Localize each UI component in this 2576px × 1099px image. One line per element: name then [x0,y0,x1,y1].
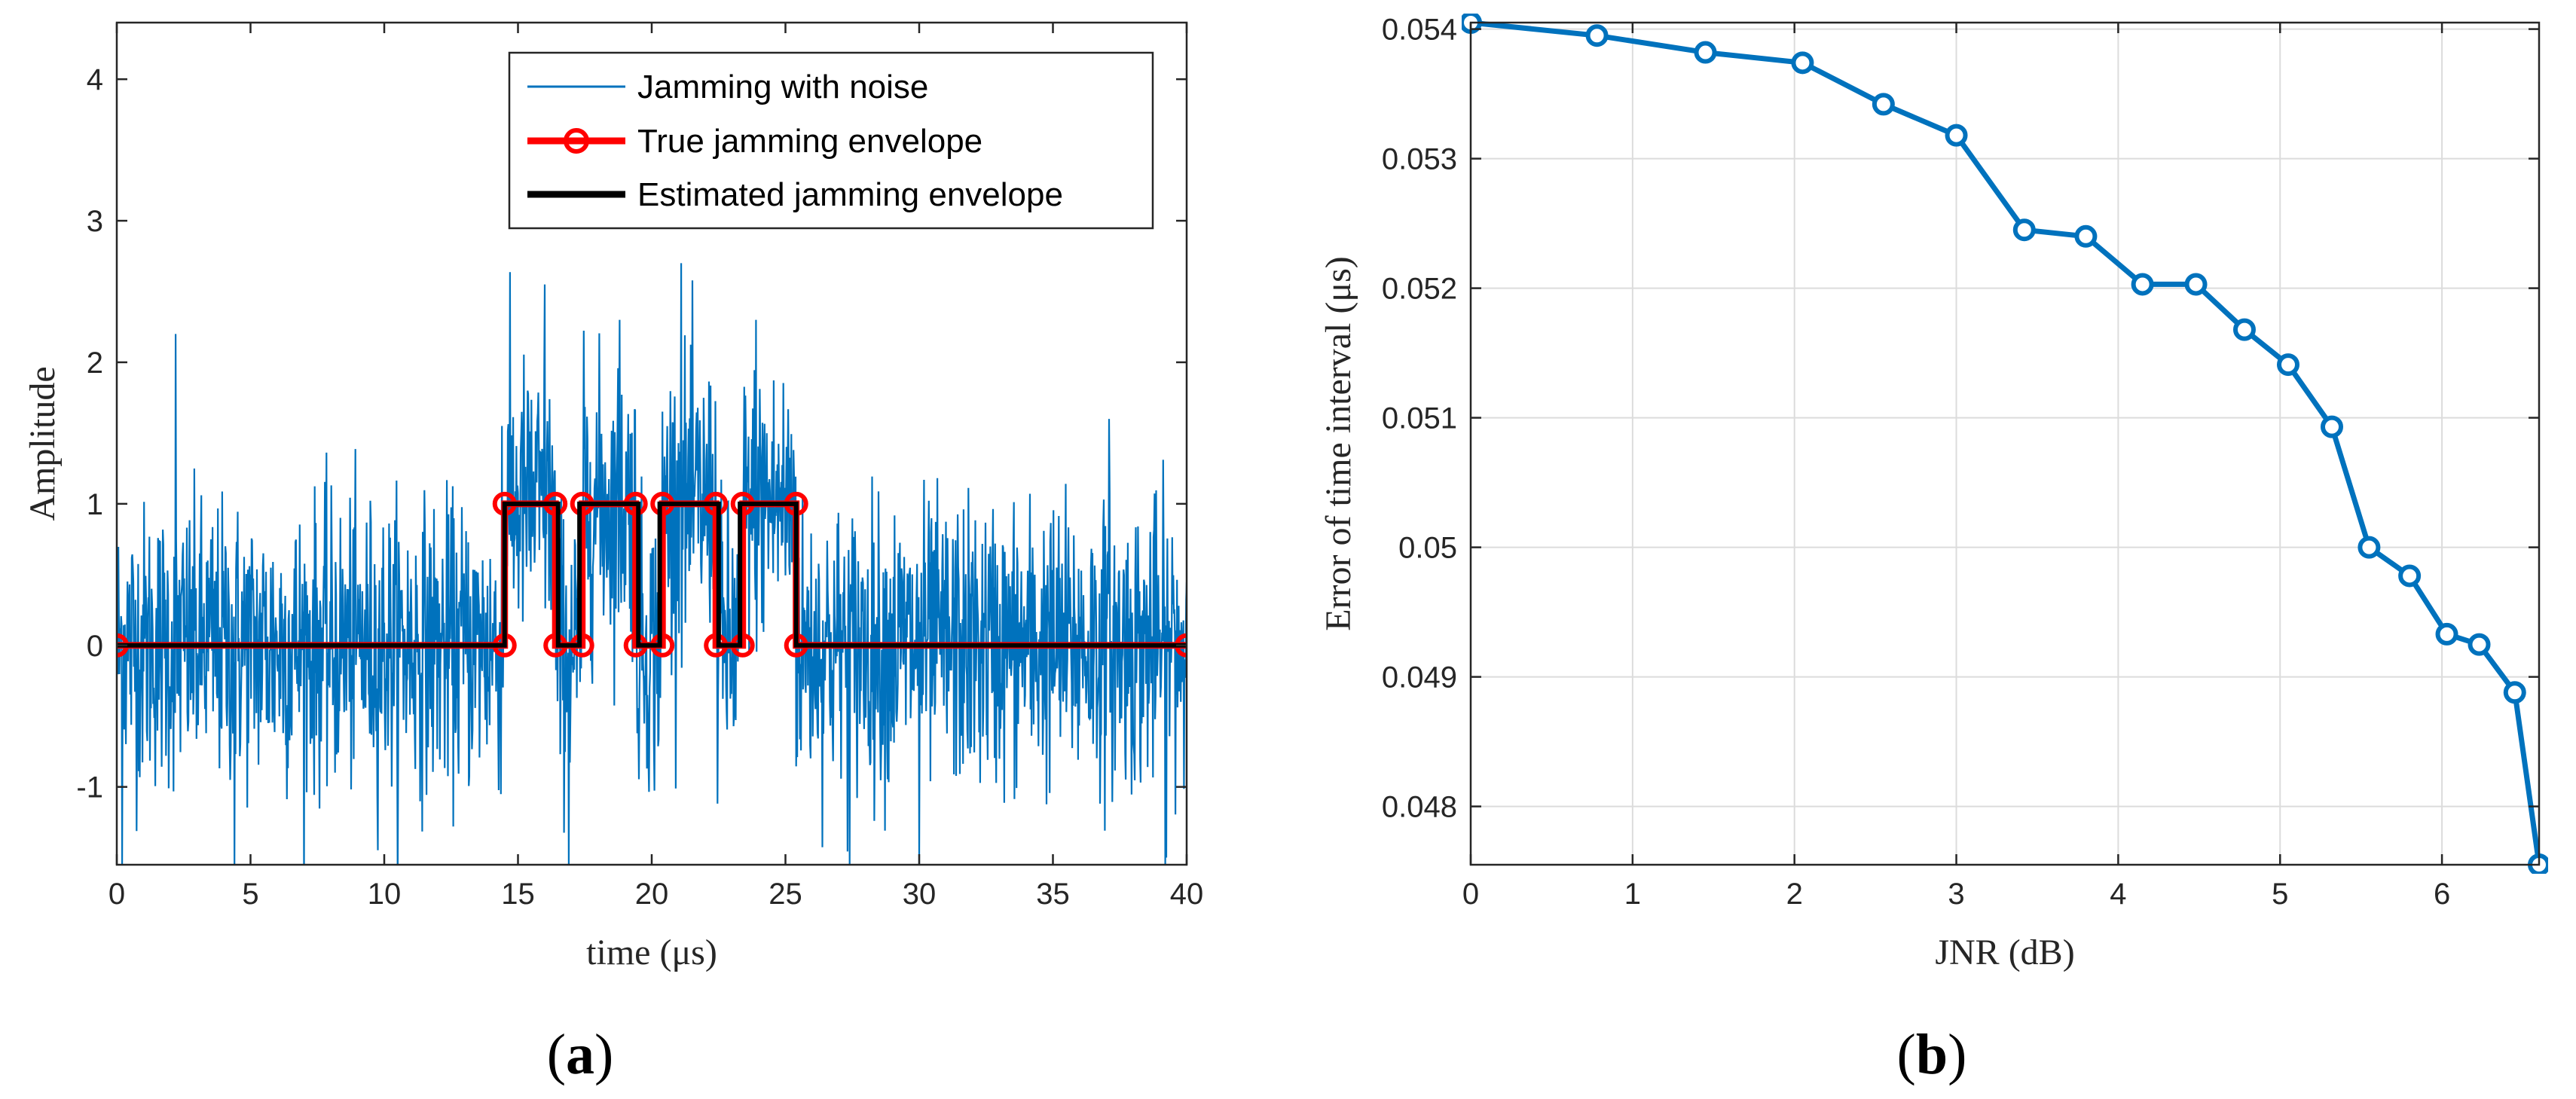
y-axis-title-a: Amplitude [23,366,63,520]
error-marker [2398,564,2422,588]
error-marker [1791,51,1814,75]
y-tick-label: 4 [87,63,103,96]
y-ticks-a: -1 0 1 2 3 4 [76,63,1187,804]
error-marker [2074,224,2098,248]
y-tick-label: 0.054 [1382,14,1457,47]
x-tick-label: 3 [1948,878,1964,911]
estimated-envelope-line [117,501,1187,648]
plot-area-b [1471,23,2539,865]
x-tick-label: 6 [2434,878,2450,911]
x-ticks-a: 0 5 10 15 20 25 30 35 40 [108,23,1203,911]
y-ticks-b: 0.048 0.049 0.05 0.051 0.052 0.053 0.054 [1382,14,2539,824]
caption-a-open: ( [547,1023,566,1086]
legend-label-noise: Jamming with noise [637,69,928,105]
error-marker [2131,273,2154,296]
legend-marker-true [564,128,589,154]
x-tick-label: 2 [1786,878,1803,911]
y-tick-label: 1 [87,488,103,521]
y-tick-label: 0.052 [1382,273,1457,306]
error-marker [2012,218,2036,242]
x-axis-title-a: time (μs) [586,933,717,972]
x-tick-label: 25 [769,878,802,911]
noise-line [117,263,1187,865]
axes-box-b [1469,21,2541,866]
x-axis-title-b: JNR (dB) [1935,933,2074,972]
legend-label-true: True jamming envelope [637,123,982,160]
caption-b-open: ( [1897,1023,1916,1086]
x-tick-label: 0 [1462,878,1479,911]
x-tick-label: 40 [1170,878,1204,911]
x-tick-label: 5 [242,878,258,911]
y-tick-label: 0.048 [1382,791,1457,824]
caption-a: (a) [547,1023,614,1086]
caption-b: (b) [1897,1023,1967,1086]
y-tick-label: 2 [87,346,103,380]
y-axis-title-b: Error of time interval (μs) [1319,256,1358,631]
y-tick-label: 0.05 [1398,532,1457,565]
error-marker [1585,24,1609,47]
error-marker [1945,124,1968,147]
y-tick-label: 0 [87,630,103,663]
error-marker [2184,273,2208,296]
x-tick-label: 30 [903,878,937,911]
error-marker [2358,536,2381,559]
legend-a: Jamming with noise True jamming envelope… [508,51,1154,230]
caption-b-close: ) [1948,1023,1966,1086]
error-marker [2276,353,2299,377]
error-marker [1694,41,1717,64]
caption-a-letter: a [566,1023,594,1086]
x-ticks-b: 0 1 2 3 4 5 6 [1462,23,2450,911]
caption-a-close: ) [594,1023,613,1086]
error-marker [2435,622,2458,646]
x-tick-label: 1 [1624,878,1641,911]
x-tick-label: 10 [368,878,402,911]
y-tick-label: 3 [87,205,103,238]
error-series [1462,14,2548,874]
noise-series [117,263,1187,865]
legend-label-estimated: Estimated jamming envelope [637,176,1063,213]
error-marker [2468,633,2491,656]
estimated-envelope-series [117,501,1187,648]
x-tick-label: 20 [635,878,669,911]
error-marker [2503,681,2526,704]
caption-b-letter: b [1916,1023,1948,1086]
x-tick-label: 0 [108,878,125,911]
x-tick-label: 15 [501,878,535,911]
error-marker [2232,318,2256,341]
x-tick-label: 4 [2110,878,2126,911]
error-marker [1872,93,1895,116]
x-tick-label: 5 [2272,878,2288,911]
error-marker [2320,415,2343,438]
y-tick-label: 0.051 [1382,402,1457,435]
y-tick-label: 0.049 [1382,661,1457,695]
x-tick-label: 35 [1036,878,1070,911]
y-tick-label: 0.053 [1382,143,1457,176]
y-tick-label: -1 [76,771,103,804]
panel-a: 0 5 10 15 20 25 30 35 40 -1 0 1 2 3 4 Jamming with no… [23,21,1203,1086]
